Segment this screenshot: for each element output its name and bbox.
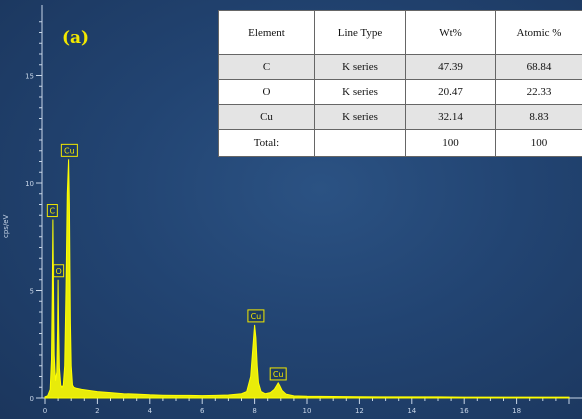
peak-label-text: Cu [251, 312, 262, 321]
x-tick-label: 10 [303, 407, 312, 415]
peak-label-box [269, 367, 287, 381]
table-row: Cu K series 32.14 8.83 [218, 104, 582, 130]
x-tick-label: 18 [512, 407, 521, 415]
peak-label-o: O [53, 264, 65, 278]
y-axis-label: cps/eV [2, 214, 10, 238]
table-cell: K series [314, 104, 406, 130]
peak-label-box [60, 143, 78, 157]
x-tick-label: 0 [43, 407, 47, 415]
x-tick-label: 16 [460, 407, 469, 415]
peak-label-cu: Cu [247, 309, 265, 323]
peak-label-box [247, 309, 265, 323]
panel-label: (a) [62, 28, 90, 48]
table-header-cell: Line Type [314, 10, 406, 55]
table-cell: 8.83 [495, 104, 582, 130]
spectrum-series [44, 159, 570, 399]
table-cell [314, 129, 406, 157]
y-tick-label: 10 [25, 180, 34, 188]
table-row: C K series 47.39 68.84 [218, 54, 582, 80]
peak-label-text: C [50, 207, 56, 216]
table-header-cell: Wt% [405, 10, 496, 55]
table-cell: 100 [495, 129, 582, 157]
table-cell: 68.84 [495, 54, 582, 80]
table-cell: 32.14 [405, 104, 496, 130]
table-header-cell: Atomic % [495, 10, 582, 55]
x-tick-label: 14 [407, 407, 416, 415]
quantification-table: Element Line Type Wt% Atomic % C K serie… [218, 10, 582, 157]
peak-label-text: O [55, 267, 61, 276]
table-cell: Total: [218, 129, 315, 157]
table-cell: K series [314, 54, 406, 80]
table-cell: 20.47 [405, 79, 496, 105]
table-cell: 22.33 [495, 79, 582, 105]
peak-label-cu: Cu [60, 143, 78, 157]
x-tick-label: 8 [252, 407, 256, 415]
peak-label-cu: Cu [269, 367, 287, 381]
table-cell: C [218, 54, 315, 80]
table-cell: 100 [405, 129, 496, 157]
table-header-row: Element Line Type Wt% Atomic % [218, 10, 582, 55]
peak-label-box [53, 264, 65, 278]
table-cell: O [218, 79, 315, 105]
y-tick-label: 15 [25, 73, 34, 81]
x-tick-label: 12 [355, 407, 364, 415]
table-cell: 47.39 [405, 54, 496, 80]
x-tick-label: 6 [200, 407, 205, 415]
peak-label-box [46, 204, 58, 218]
table-row: O K series 20.47 22.33 [218, 79, 582, 105]
peak-label-text: Cu [273, 370, 284, 379]
table-total-row: Total: 100 100 [218, 129, 582, 157]
x-tick-label: 2 [95, 407, 99, 415]
y-tick-label: 0 [30, 395, 34, 403]
table-cell: Cu [218, 104, 315, 130]
table-cell: K series [314, 79, 406, 105]
x-tick-label: 4 [148, 407, 153, 415]
table-header-cell: Element [218, 10, 315, 55]
peak-label-text: Cu [64, 146, 75, 155]
y-tick-label: 5 [30, 288, 34, 296]
peak-label-c: C [46, 204, 58, 218]
